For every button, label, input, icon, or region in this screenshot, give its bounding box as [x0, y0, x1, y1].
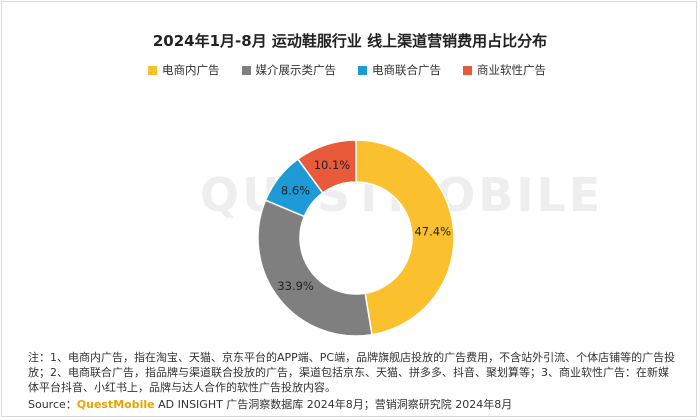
legend-swatch-media	[241, 65, 251, 75]
legend-swatch-soft	[463, 65, 472, 75]
legend-item-media: 媒介展示类广告	[241, 62, 337, 78]
legend-label-joint: 电商联合广告	[372, 63, 441, 77]
slice-media	[257, 199, 373, 337]
legend-swatch-joint	[358, 65, 367, 75]
slice-label-ecommerce: 47.4%	[414, 225, 451, 239]
slice-label-soft: 10.1%	[314, 158, 351, 172]
source-line: Source：QuestMobile AD INSIGHT 广告洞察数据库 20…	[28, 396, 512, 412]
source-prefix: Source：	[28, 398, 77, 411]
chart-title: 2024年1月-8月 运动鞋服行业 线上渠道营销费用占比分布	[152, 32, 548, 50]
slice-ecommerce	[355, 139, 455, 336]
legend-item-soft: 商业软性广告	[463, 62, 546, 78]
legend-swatch-ecommerce	[148, 65, 157, 75]
legend-label-soft: 商业软性广告	[477, 63, 546, 77]
source-brand: QuestMobile	[76, 398, 155, 411]
footnotes: 注：1、电商内广告，指在淘宝、天猫、京东平台的APP端、PC端，品牌旗舰店投放的…	[28, 351, 676, 394]
slice-label-media: 33.9%	[277, 279, 314, 293]
legend-item-ecommerce: 电商内广告	[148, 62, 220, 78]
slice-label-joint: 8.6%	[281, 183, 310, 197]
legend: 电商内广告 媒介展示类广告 电商联合广告 商业软性广告	[148, 62, 546, 78]
legend-label-ecommerce: 电商内广告	[162, 63, 220, 77]
legend-item-joint: 电商联合广告	[358, 62, 441, 78]
source-rest: AD INSIGHT 广告洞察数据库 2024年8月；营销洞察研究院 2024年…	[154, 398, 513, 411]
legend-label-media: 媒介展示类广告	[255, 63, 337, 77]
slice-soft	[296, 139, 357, 194]
